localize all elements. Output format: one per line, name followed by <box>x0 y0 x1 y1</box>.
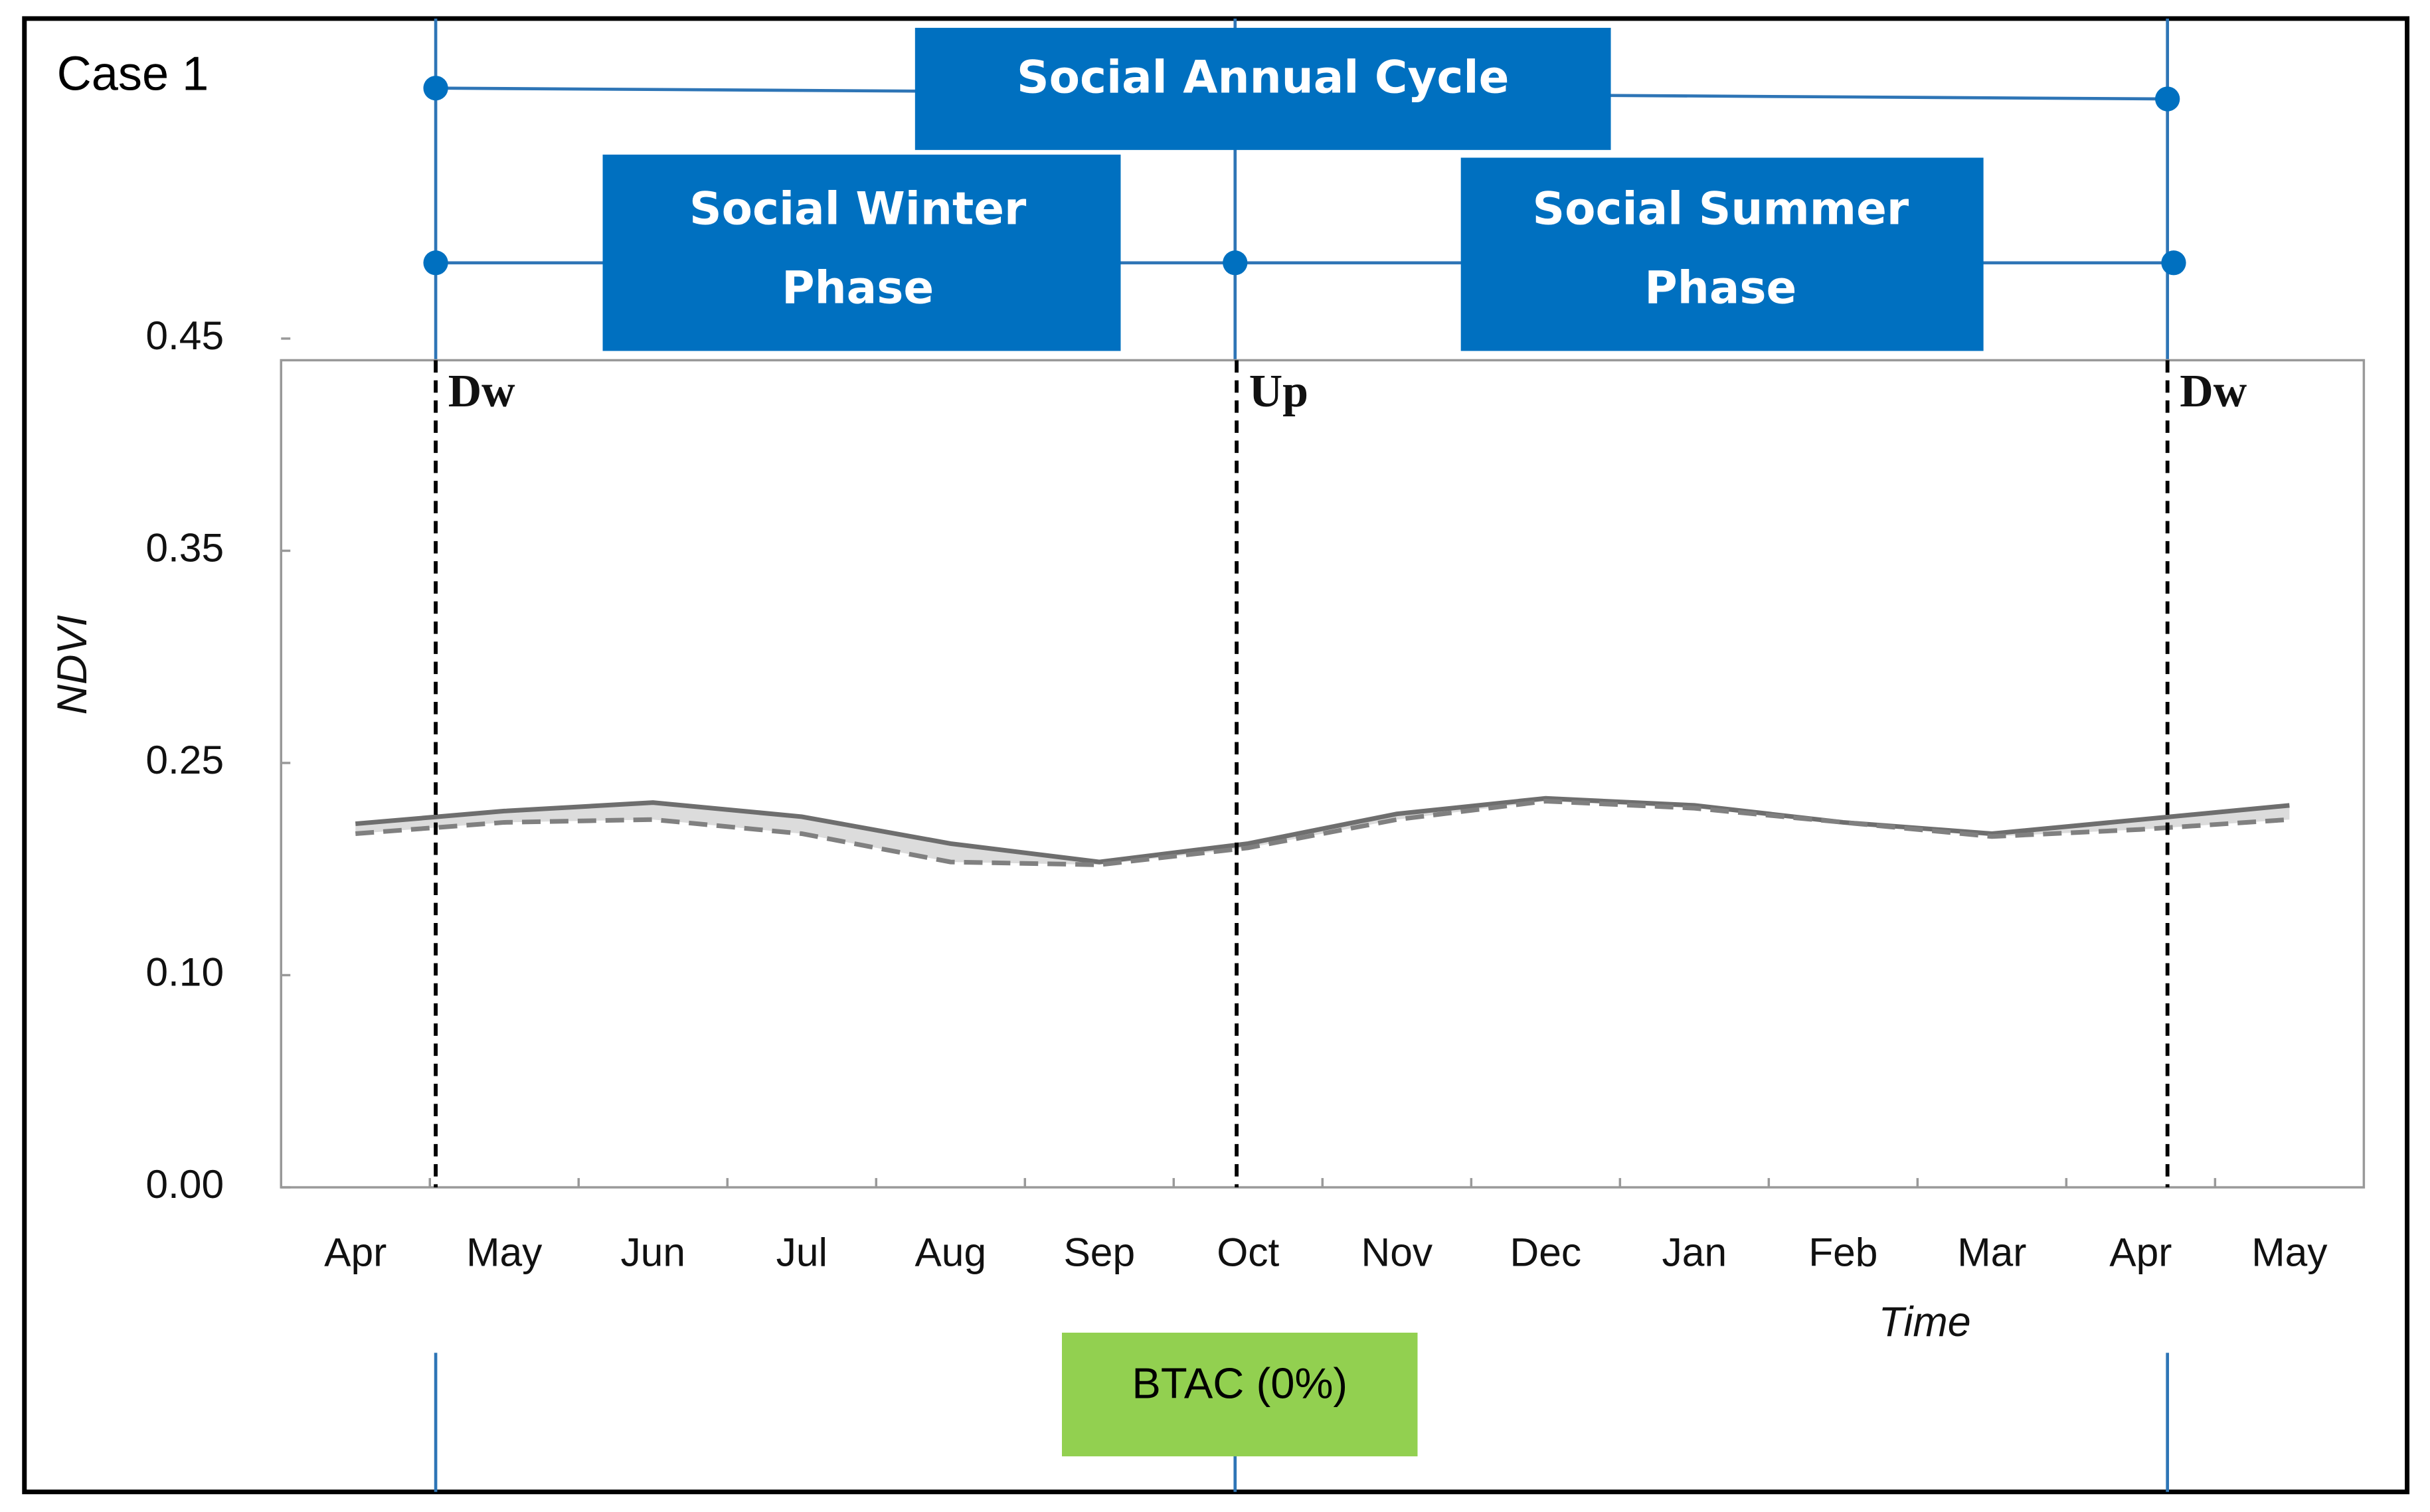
x-tick-label: Apr <box>2109 1229 2172 1274</box>
winter-box <box>602 154 1121 351</box>
dot <box>2155 86 2180 112</box>
y-tick-label: 0.25 <box>145 737 224 782</box>
case-label: Case 1 <box>57 47 209 100</box>
event-label: Dw <box>2180 366 2247 417</box>
summer-label: Phase <box>1644 261 1796 313</box>
y-tick-label: 0.10 <box>145 950 224 995</box>
cycle-dots <box>423 76 2186 276</box>
dot <box>423 76 448 101</box>
band-area <box>355 798 2290 865</box>
dot <box>2161 250 2186 276</box>
y-tick-label: 0.35 <box>145 525 224 570</box>
x-tick-label: May <box>466 1229 543 1274</box>
event-label: Up <box>1249 366 1308 417</box>
event-label: Dw <box>448 366 515 417</box>
dot <box>423 250 448 276</box>
cycle-box <box>914 27 1611 150</box>
x-tick-label: Jul <box>776 1229 827 1274</box>
x-tick-label: Feb <box>1808 1229 1877 1274</box>
summer-box <box>1460 157 1984 351</box>
x-tick-label: Oct <box>1217 1229 1279 1274</box>
x-tick-label: May <box>2251 1229 2328 1274</box>
x-tick-label: Mar <box>1957 1229 2026 1274</box>
x-tick-label: Sep <box>1063 1229 1135 1274</box>
y-tick-label: 0.00 <box>145 1161 224 1207</box>
x-tick-label: Jan <box>1662 1229 1727 1274</box>
dot <box>1223 250 1248 276</box>
x-tick-label: Aug <box>914 1229 986 1274</box>
x-tick-label: Dec <box>1510 1229 1582 1274</box>
series-line <box>355 798 2290 867</box>
y-axis-label: NDVI <box>49 615 96 714</box>
x-axis-label: Time <box>1879 1299 1971 1345</box>
cycle-label: Social Annual Cycle <box>1017 51 1509 104</box>
winter-label: Social Winter <box>689 183 1027 235</box>
x-tick-label: Apr <box>324 1229 387 1274</box>
series-line <box>355 796 2290 865</box>
scenario-box <box>1062 1332 1418 1457</box>
summer-label: Social Summer <box>1532 183 1909 235</box>
scenario-label: BTAC (0%) <box>1132 1359 1347 1408</box>
winter-label: Phase <box>782 261 934 313</box>
x-tick-label: Jun <box>620 1229 685 1274</box>
x-tick-label: Nov <box>1361 1229 1433 1274</box>
y-tick-label: 0.45 <box>145 313 224 358</box>
